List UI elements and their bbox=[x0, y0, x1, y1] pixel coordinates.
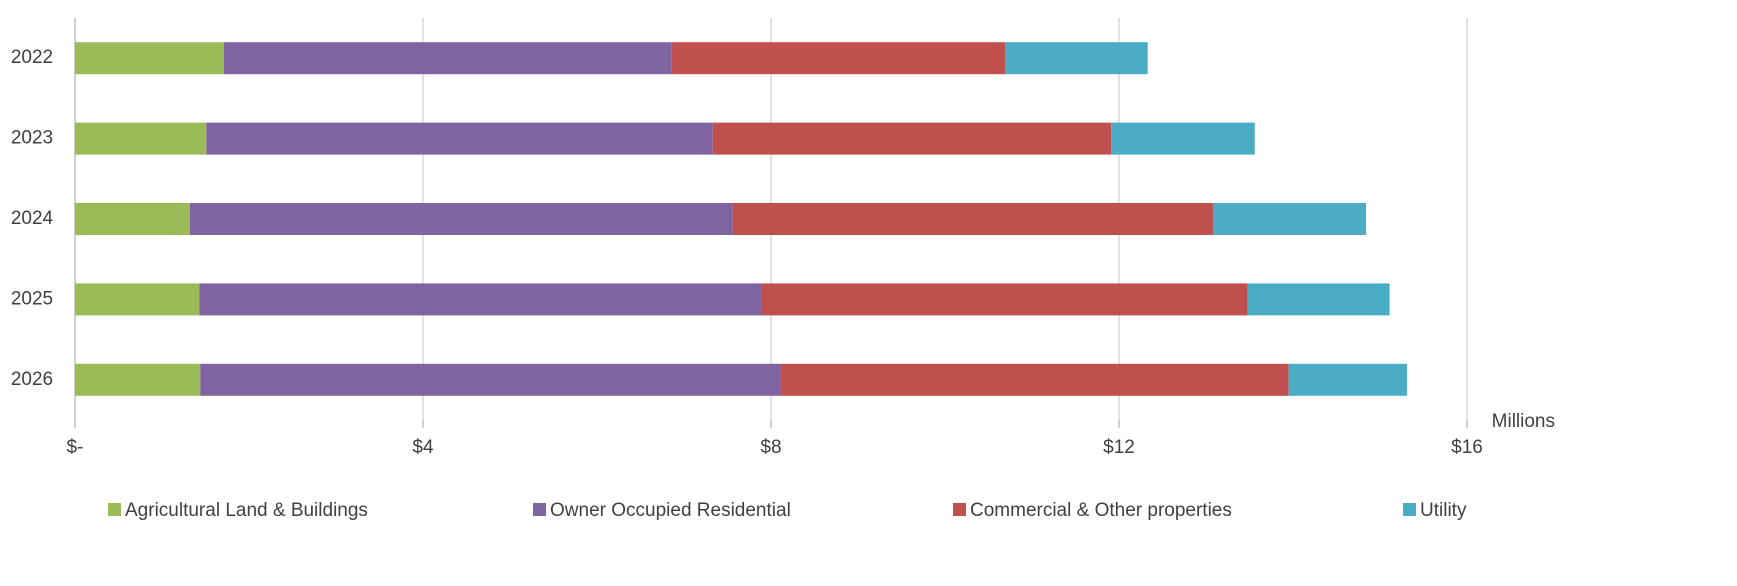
bar-segment bbox=[780, 363, 1289, 396]
bar-segment bbox=[732, 203, 1213, 235]
bar-segment bbox=[1111, 122, 1255, 155]
x-tick-label: $4 bbox=[412, 437, 434, 458]
x-tick-label: $16 bbox=[1451, 437, 1483, 458]
y-tick-label: 2024 bbox=[11, 208, 54, 229]
bar-segment bbox=[200, 363, 781, 396]
bar-segment bbox=[206, 122, 713, 155]
y-tick-label: 2023 bbox=[11, 128, 53, 149]
x-tick-label: $8 bbox=[760, 437, 781, 458]
bar-segment bbox=[75, 363, 201, 396]
bar-segment bbox=[75, 122, 207, 155]
bar-segment bbox=[75, 283, 200, 316]
bar-segment bbox=[1247, 283, 1390, 316]
bar-segment bbox=[199, 283, 762, 316]
bar-segment bbox=[761, 283, 1248, 316]
legend-label: Agricultural Land & Buildings bbox=[125, 500, 368, 521]
x-tick-label: $12 bbox=[1103, 437, 1135, 458]
bar-segment bbox=[223, 42, 672, 75]
legend-swatch bbox=[953, 503, 966, 516]
legend-swatch bbox=[1403, 503, 1416, 516]
bar-segment bbox=[671, 42, 1006, 75]
bar-segment bbox=[189, 203, 733, 235]
legend-label: Owner Occupied Residential bbox=[550, 500, 791, 521]
bar-segment bbox=[712, 122, 1112, 155]
bar-segment bbox=[1288, 363, 1407, 396]
legend-label: Commercial & Other properties bbox=[970, 500, 1232, 521]
bar-segment bbox=[1005, 42, 1148, 75]
x-unit-label: Millions bbox=[1492, 411, 1555, 432]
legend-label: Utility bbox=[1420, 500, 1467, 521]
bar-segment bbox=[1212, 203, 1367, 235]
bar-segment bbox=[75, 203, 190, 235]
legend-swatch bbox=[108, 503, 121, 516]
bar-segment bbox=[75, 42, 224, 75]
legend-swatch bbox=[533, 503, 546, 516]
x-tick-label: $- bbox=[67, 437, 84, 458]
y-tick-label: 2025 bbox=[11, 288, 53, 309]
y-tick-label: 2022 bbox=[11, 47, 53, 68]
y-tick-label: 2026 bbox=[11, 369, 53, 390]
